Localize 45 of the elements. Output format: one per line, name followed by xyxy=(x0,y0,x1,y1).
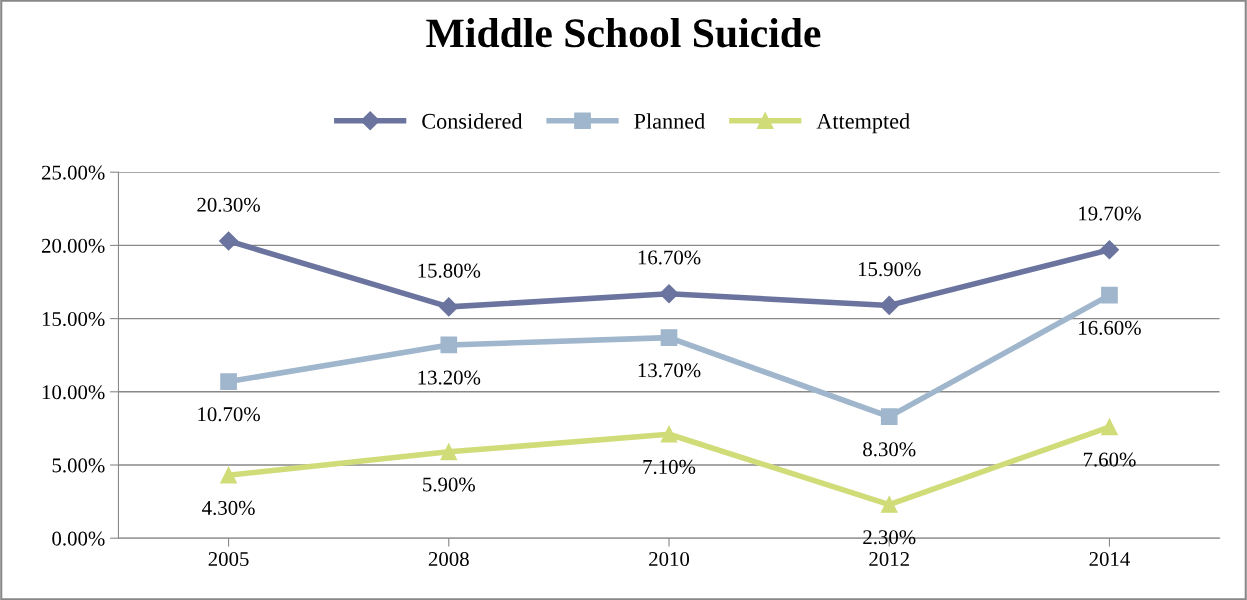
data-label: 7.60% xyxy=(1083,452,1136,467)
data-label: 13.70% xyxy=(638,363,701,378)
point xyxy=(440,336,458,354)
point xyxy=(660,329,678,346)
point xyxy=(439,297,459,317)
data-label: 15.80% xyxy=(418,263,481,278)
x-tick-label: 2008 xyxy=(428,552,469,567)
data-label: 15.90% xyxy=(858,262,921,277)
data-label: 13.20% xyxy=(418,370,481,385)
data-label: 7.10% xyxy=(643,459,696,475)
y-tick-label: 10.00% xyxy=(42,385,105,400)
data-label: 19.70% xyxy=(1079,206,1141,221)
chart-title: Middle School Suicide xyxy=(426,18,821,48)
y-tick-label: 25.00% xyxy=(41,165,105,180)
data-label: 8.30% xyxy=(863,442,916,457)
x-tick-label: 2012 xyxy=(869,552,909,567)
point xyxy=(220,466,237,484)
legend-label: Attempted xyxy=(816,113,910,134)
y-tick-label: 0.00% xyxy=(52,531,105,546)
point xyxy=(1101,286,1118,304)
y-tick-label: 20.00% xyxy=(41,238,105,253)
point xyxy=(220,373,237,390)
data-label: 20.30% xyxy=(197,197,260,212)
point xyxy=(659,284,679,304)
data-label: 5.90% xyxy=(423,477,475,492)
y-tick-label: 5.00% xyxy=(52,458,105,473)
point xyxy=(660,425,678,443)
point xyxy=(880,496,898,513)
data-label: 16.70% xyxy=(638,250,701,265)
data-label: 10.70% xyxy=(198,407,260,422)
legend-label: Planned xyxy=(634,113,705,129)
x-tick-label: 2014 xyxy=(1089,552,1130,567)
point xyxy=(219,231,239,251)
point xyxy=(880,408,898,426)
point xyxy=(1099,240,1119,260)
data-label: 16.60% xyxy=(1079,320,1141,335)
data-label: 2.30% xyxy=(863,530,916,545)
y-tick-label: 15.00% xyxy=(42,311,105,327)
point xyxy=(440,443,458,461)
legend-label: Considered xyxy=(422,113,523,129)
data-label: 4.30% xyxy=(202,500,255,515)
x-tick-label: 2010 xyxy=(649,552,690,567)
x-tick-label: 2005 xyxy=(208,552,249,567)
point xyxy=(879,295,899,315)
point xyxy=(1101,418,1118,436)
